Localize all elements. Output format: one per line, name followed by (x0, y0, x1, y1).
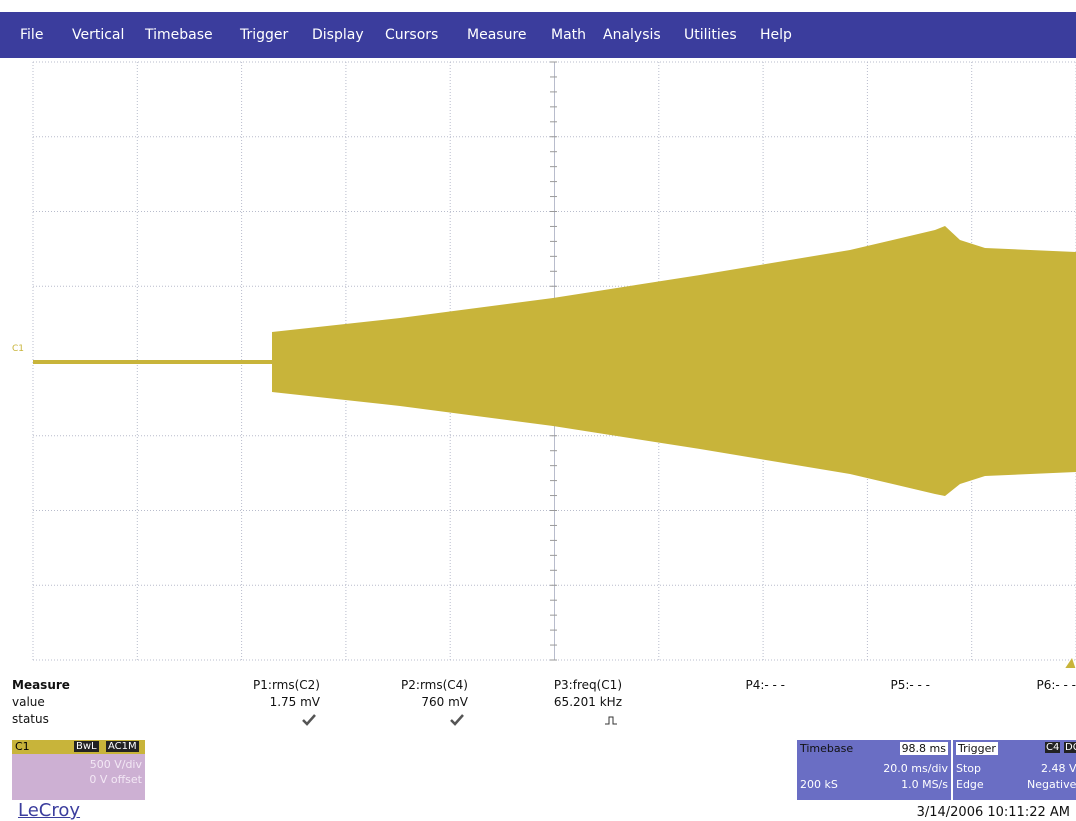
status-icon (302, 714, 316, 726)
param-value: 1.75 mV (269, 695, 320, 709)
menu-item[interactable]: Utilities (684, 27, 737, 43)
trigger-slope: Negative (1027, 778, 1076, 791)
trigger-marker (1065, 658, 1076, 668)
v-scale: 500 V/div (89, 758, 142, 771)
param-value: 760 mV (421, 695, 468, 709)
trigger-level: 2.48 V (1041, 762, 1076, 775)
timebase-box: Timebase 98.8 ms 20.0 ms/div 200 kS 1.0 … (797, 740, 951, 800)
sample-rate: 1.0 MS/s (901, 778, 948, 791)
param-name: P5:- - - (890, 678, 930, 692)
logo: LeCroy (18, 800, 81, 821)
menu-item[interactable]: Display (312, 27, 364, 43)
waveform-display: C1 (12, 61, 1076, 668)
check-icon (450, 714, 464, 726)
trigger-coupling: DC (1064, 742, 1076, 753)
trigger-type: Edge (956, 778, 984, 791)
coupling: AC1M (106, 741, 139, 752)
param-value: 65.201 kHz (553, 695, 622, 709)
menu-item[interactable]: File (20, 27, 44, 43)
pulse-icon (605, 716, 617, 725)
param-name: P4:- - - (745, 678, 785, 692)
timebase-title: Timebase (800, 742, 854, 755)
trigger-box: Trigger C4 DC Stop 2.48 V Edge Negative (953, 740, 1076, 800)
channel-name: C1 (15, 740, 30, 753)
menu-item[interactable]: Vertical (72, 27, 125, 43)
trigger-source: C4 (1045, 742, 1061, 753)
menu-item[interactable]: Trigger (240, 27, 289, 43)
row-label: value (12, 695, 45, 709)
menu-item[interactable]: Measure (467, 27, 527, 43)
v-offset: 0 V offset (89, 773, 142, 786)
timestamp: 3/14/2006 10:11:22 AM (916, 805, 1070, 820)
param-name: P6:- - - (1036, 678, 1076, 692)
status-icon (605, 716, 617, 725)
trigger-title: Trigger (956, 742, 998, 755)
samples: 200 kS (800, 778, 838, 791)
menu-bar: File Vertical Timebase Trigger Display Cursor… (0, 12, 1076, 58)
row-label: status (12, 712, 49, 726)
menu-item[interactable]: Help (760, 27, 792, 43)
check-icon (302, 714, 316, 726)
param-name: P2:rms(C4) (401, 678, 468, 692)
trace-envelope (272, 226, 1076, 496)
status-icon (450, 714, 464, 726)
menu-item[interactable]: Math (551, 27, 587, 43)
grid (32, 61, 1076, 661)
time-scale: 20.0 ms/div (883, 762, 948, 775)
menu-item[interactable]: Cursors (385, 27, 439, 43)
measure-title: Measure (12, 678, 70, 692)
param-name: P3:freq(C1) (553, 678, 622, 692)
menu-item[interactable]: Analysis (603, 27, 661, 43)
param-name: P1:rms(C2) (253, 678, 320, 692)
menu-item[interactable]: Timebase (145, 27, 213, 43)
channel-box: C1 BwL AC1M 500 V/div 0 V offset (12, 740, 145, 800)
trigger-mode: Stop (956, 762, 982, 775)
channel-label: C1 (12, 344, 24, 354)
delay: 98.8 ms (899, 742, 948, 755)
bw-limit: BwL (74, 741, 99, 752)
trace-flat (33, 360, 273, 364)
channel-header: C1 BwL AC1M (12, 740, 145, 754)
